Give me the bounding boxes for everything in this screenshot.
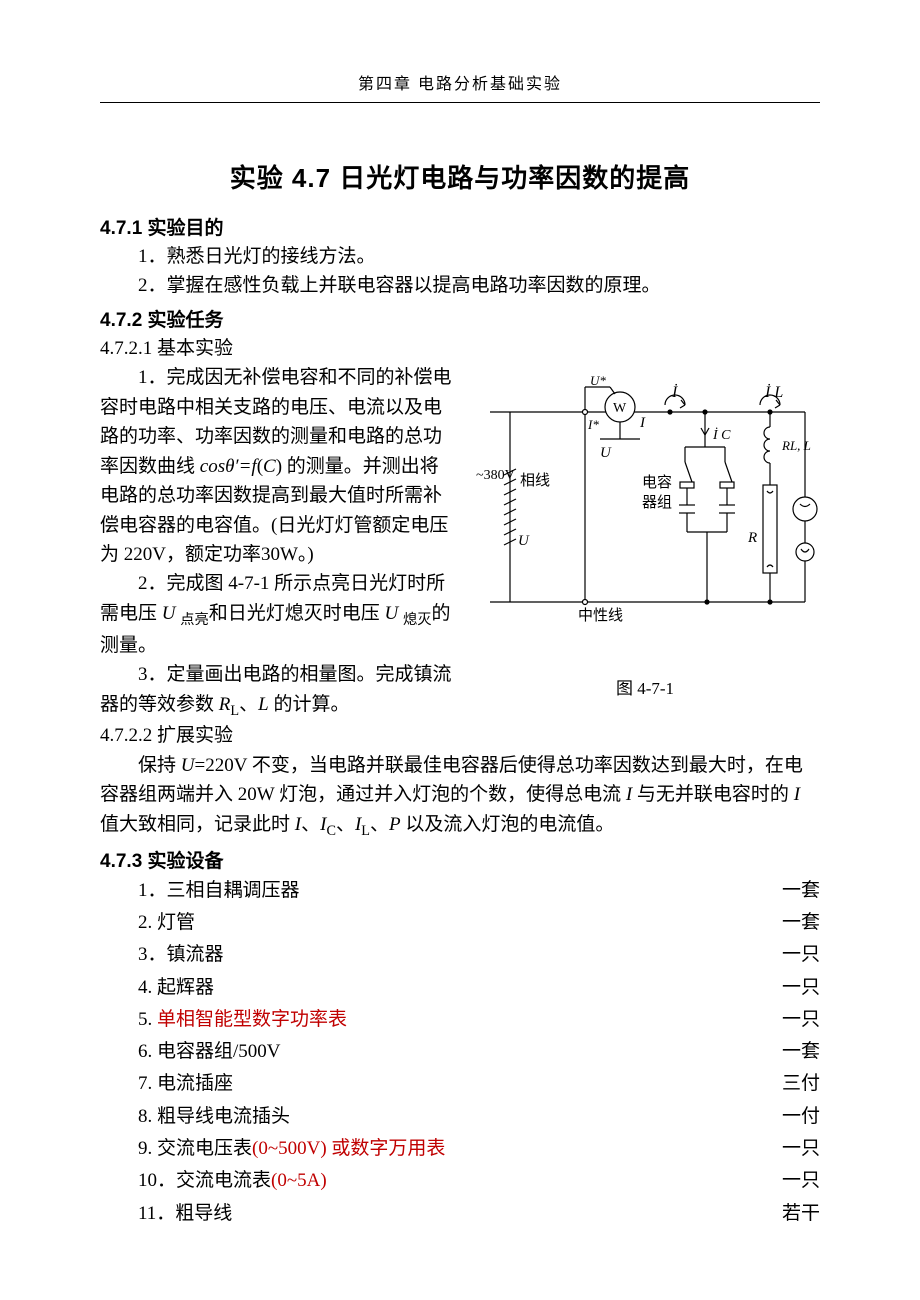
- equipment-name: 6. 电容器组/500V: [100, 1036, 281, 1068]
- equipment-qty: 一只: [744, 939, 820, 971]
- equipment-name: 1．三相自耦调压器: [100, 875, 300, 907]
- label-Ustar: U*: [590, 373, 606, 388]
- label-neutral: 中性线: [578, 607, 623, 624]
- equipment-row: 9. 交流电压表(0~500V) 或数字万用表 一只: [100, 1133, 820, 1165]
- label-src: ~380V: [476, 468, 515, 483]
- equipment-name: 5. 单相智能型数字功率表: [100, 1004, 347, 1036]
- sec-472-heading: 4.7.2 实验任务: [100, 305, 820, 332]
- label-I: İ: [671, 383, 678, 401]
- equipment-row: 7. 电流插座 三付: [100, 1068, 820, 1100]
- equipment-row: 5. 单相智能型数字功率表 一只: [100, 1004, 820, 1036]
- equipment-qty: 一只: [744, 1165, 820, 1197]
- equipment-name: 3．镇流器: [100, 939, 224, 971]
- page-header: 第四章 电路分析基础实验: [100, 70, 820, 94]
- equipment-row: 6. 电容器组/500V 一套: [100, 1036, 820, 1068]
- figure-4-7-1-block: ~380V 相线 中性线 U U W U* I* İ I İ L İ C 电容 …: [470, 367, 820, 699]
- sec-471-item-2: 2．掌握在感性负载上并联电容器以提高电路功率因数的原理。: [100, 271, 820, 300]
- sec-473-heading: 4.7.3 实验设备: [100, 846, 820, 873]
- equipment-row: 2. 灯管 一套: [100, 907, 820, 939]
- basic-experiment-block: ~380V 相线 中性线 U U W U* I* İ I İ L İ C 电容 …: [100, 363, 820, 721]
- equipment-qty: 一只: [744, 972, 820, 1004]
- sec-4722-heading: 4.7.2.2 扩展实验: [100, 721, 820, 750]
- label-I-plain: I: [639, 415, 646, 431]
- equipment-row: 10．交流电流表(0~5A) 一只: [100, 1165, 820, 1197]
- equipment-row: 1．三相自耦调压器 一套: [100, 875, 820, 907]
- cos-expr: cosθ′=f: [200, 456, 257, 477]
- equipment-row: 11．粗导线 若干: [100, 1198, 820, 1230]
- equipment-row: 4. 起辉器 一只: [100, 972, 820, 1004]
- label-IC: İ C: [712, 427, 731, 443]
- equipment-row: 3．镇流器 一只: [100, 939, 820, 971]
- equipment-name: 2. 灯管: [100, 907, 195, 939]
- sec-4722-p: 保持 U=220V 不变，当电路并联最佳电容器后使得总功率因数达到最大时，在电容…: [100, 751, 820, 842]
- label-U-side: U: [518, 533, 530, 549]
- equipment-qty: 一套: [744, 907, 820, 939]
- equipment-qty: 若干: [744, 1198, 820, 1230]
- circuit-diagram: ~380V 相线 中性线 U U W U* I* İ I İ L İ C 电容 …: [470, 367, 820, 657]
- equipment-name: 8. 粗导线电流插头: [100, 1101, 290, 1133]
- equipment-qty: 一套: [744, 875, 820, 907]
- label-IL: İ L: [764, 383, 783, 401]
- equipment-qty: 三付: [744, 1068, 820, 1100]
- sec-4721-heading: 4.7.2.1 基本实验: [100, 334, 820, 363]
- equipment-name: 10．交流电流表(0~5A): [100, 1165, 327, 1197]
- label-phase: 相线: [520, 472, 550, 489]
- label-RLL: RL, L: [781, 438, 811, 453]
- label-W: W: [613, 401, 627, 416]
- label-U-top: U: [600, 445, 612, 461]
- label-Istar: I*: [587, 417, 599, 432]
- figure-caption: 图 4-7-1: [470, 674, 820, 699]
- label-capgroup-1: 电容: [642, 474, 672, 491]
- sec-471-heading: 4.7.1 实验目的: [100, 213, 820, 240]
- C-symbol: C: [263, 456, 276, 477]
- page: 第四章 电路分析基础实验 实验 4.7 日光灯电路与功率因数的提高 4.7.1 …: [0, 0, 920, 1300]
- equipment-name: 7. 电流插座: [100, 1068, 233, 1100]
- experiment-title: 实验 4.7 日光灯电路与功率因数的提高: [100, 158, 820, 195]
- equipment-qty: 一付: [744, 1101, 820, 1133]
- equipment-name: 11．粗导线: [100, 1198, 232, 1230]
- sec-471-item-1: 1．熟悉日光灯的接线方法。: [100, 242, 820, 271]
- equipment-qty: 一套: [744, 1036, 820, 1068]
- equipment-list: 1．三相自耦调压器一套2. 灯管一套3．镇流器一只4. 起辉器一只5. 单相智能…: [100, 875, 820, 1230]
- label-R: R: [747, 530, 757, 546]
- equipment-qty: 一只: [744, 1133, 820, 1165]
- header-rule: [100, 102, 820, 103]
- equipment-row: 8. 粗导线电流插头 一付: [100, 1101, 820, 1133]
- label-capgroup-2: 器组: [642, 494, 672, 511]
- equipment-name: 9. 交流电压表(0~500V) 或数字万用表: [100, 1133, 445, 1165]
- equipment-name: 4. 起辉器: [100, 972, 214, 1004]
- equipment-qty: 一只: [744, 1004, 820, 1036]
